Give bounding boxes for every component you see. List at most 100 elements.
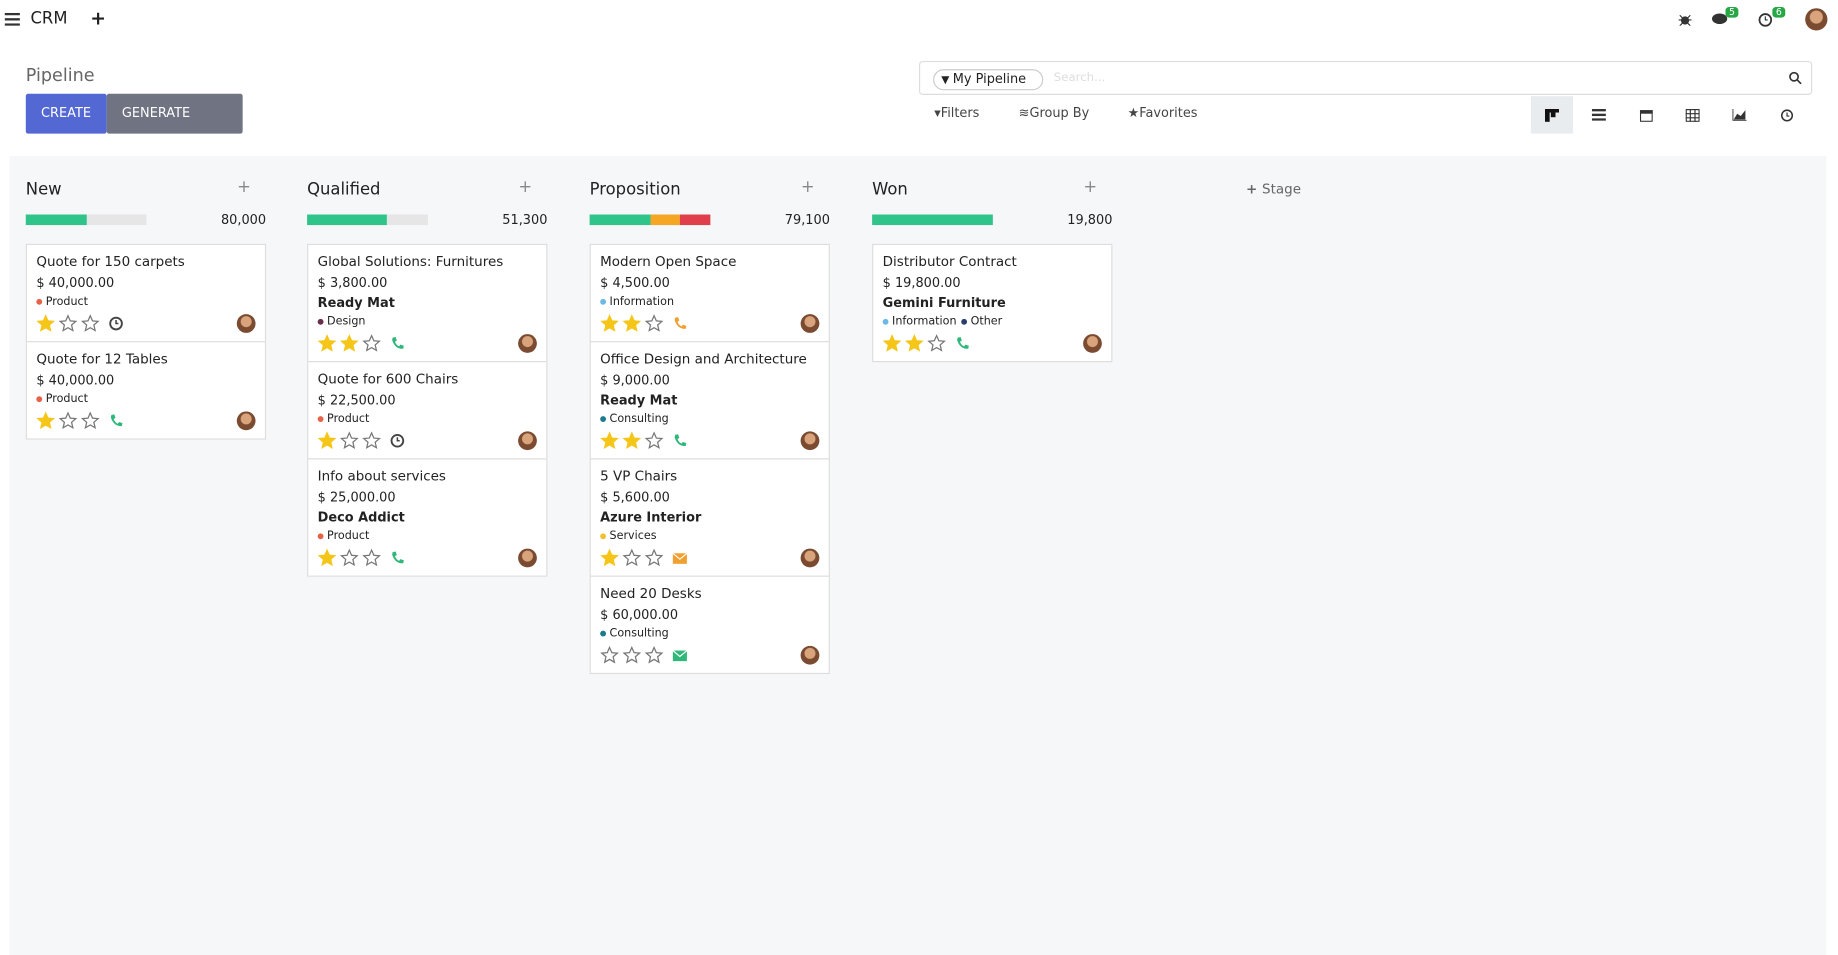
card-company: Azure Interior bbox=[600, 509, 702, 526]
priority-star[interactable] bbox=[362, 431, 381, 450]
star-shape bbox=[600, 548, 619, 567]
priority-star[interactable] bbox=[882, 334, 902, 353]
priority-star[interactable] bbox=[58, 314, 78, 333]
menu-icon[interactable] bbox=[4, 12, 20, 26]
facet[interactable]: ▼ My Pipeline bbox=[933, 69, 1044, 91]
card-list: Modern Open Space $ 4,500.00 Information Of… bbox=[589, 243, 830, 675]
card-amount: $ 25,000.00 bbox=[317, 489, 396, 506]
column-add[interactable]: + bbox=[1083, 178, 1098, 197]
lead-card[interactable]: Office Design and Architecture $ 9,000.00… bbox=[589, 341, 830, 460]
priority-star[interactable] bbox=[362, 334, 381, 353]
assignee-avatar[interactable] bbox=[800, 314, 820, 333]
phone-icon[interactable] bbox=[108, 413, 124, 429]
card-footer bbox=[600, 313, 819, 334]
lead-card[interactable]: Quote for 600 Chairs $ 22,500.00 Product bbox=[307, 361, 548, 460]
assignee-avatar[interactable] bbox=[800, 645, 820, 665]
priority-star[interactable] bbox=[644, 548, 664, 568]
priority-star[interactable] bbox=[622, 645, 642, 665]
priority-star[interactable] bbox=[600, 314, 619, 333]
filters-menu[interactable]: ▾Filters bbox=[934, 105, 980, 121]
priority-star[interactable] bbox=[600, 431, 619, 450]
generate-leads-button[interactable]: GENERATE LEADS bbox=[106, 93, 243, 161]
lead-card[interactable]: Global Solutions: Furnitures $ 3,800.00 Re… bbox=[307, 243, 548, 363]
chat-icon[interactable] bbox=[1711, 13, 1728, 26]
lead-card[interactable]: Quote for 12 Tables $ 40,000.00 Product bbox=[25, 341, 267, 440]
phone-icon[interactable] bbox=[389, 550, 405, 566]
new-button[interactable]: + bbox=[90, 7, 106, 30]
add-stage[interactable]: + Stage bbox=[1246, 180, 1301, 197]
priority-star[interactable] bbox=[317, 548, 337, 568]
lead-card[interactable]: Info about services $ 25,000.00 Deco Addic… bbox=[307, 458, 548, 577]
debug-icon[interactable] bbox=[1678, 13, 1692, 26]
priority-star[interactable] bbox=[80, 411, 100, 430]
activity-view[interactable] bbox=[1765, 96, 1807, 134]
assignee-avatar[interactable] bbox=[518, 431, 537, 451]
priority-star[interactable] bbox=[36, 411, 56, 430]
assignee-avatar[interactable] bbox=[1083, 334, 1102, 353]
priority-star[interactable] bbox=[80, 314, 100, 333]
priority-star[interactable] bbox=[644, 645, 664, 665]
star-shape bbox=[80, 411, 100, 430]
column-add[interactable]: + bbox=[800, 178, 815, 197]
priority-star[interactable] bbox=[644, 431, 664, 450]
star-shape bbox=[36, 314, 56, 332]
assignee-avatar[interactable] bbox=[518, 548, 537, 568]
assignee-avatar[interactable] bbox=[236, 411, 256, 431]
priority-star[interactable] bbox=[339, 431, 359, 450]
lead-card[interactable]: Distributor Contract $ 19,800.00 Gemini Fu… bbox=[872, 243, 1113, 363]
priority-star[interactable] bbox=[362, 548, 381, 568]
user-avatar[interactable] bbox=[1805, 8, 1828, 31]
email-flap bbox=[672, 552, 688, 560]
column-add[interactable]: + bbox=[518, 178, 533, 197]
priority-star[interactable] bbox=[339, 334, 359, 353]
app-name[interactable]: CRM bbox=[30, 9, 68, 29]
calendar-view[interactable] bbox=[1625, 96, 1667, 134]
priority-star[interactable] bbox=[317, 431, 337, 450]
assignee-avatar[interactable] bbox=[518, 334, 537, 353]
tag-dot bbox=[317, 532, 324, 539]
group-by-menu[interactable]: ≋Group By bbox=[1018, 105, 1090, 121]
assignee-avatar[interactable] bbox=[800, 431, 820, 451]
tag-label: Product bbox=[327, 529, 370, 543]
clock-icon[interactable] bbox=[389, 433, 405, 449]
phone-icon[interactable] bbox=[954, 335, 970, 351]
priority-star[interactable] bbox=[600, 645, 619, 665]
lead-card[interactable]: Quote for 150 carpets $ 40,000.00 Product bbox=[25, 243, 267, 343]
assignee-avatar[interactable] bbox=[236, 314, 256, 333]
priority-star[interactable] bbox=[927, 334, 946, 353]
tag-dot bbox=[36, 298, 43, 305]
priority-star[interactable] bbox=[622, 314, 642, 333]
kanban-view[interactable] bbox=[1530, 96, 1574, 134]
priority-star[interactable] bbox=[600, 548, 619, 568]
lead-card[interactable]: Need 20 Desks $ 60,000.00 Consulting bbox=[589, 575, 830, 675]
clock-icon[interactable] bbox=[108, 315, 124, 331]
lead-card[interactable]: Modern Open Space $ 4,500.00 Information bbox=[589, 243, 830, 343]
priority-star[interactable] bbox=[36, 314, 56, 333]
activity-icon[interactable] bbox=[1758, 13, 1773, 27]
tag-dot bbox=[600, 298, 607, 305]
priority-star[interactable] bbox=[317, 334, 337, 353]
priority-star[interactable] bbox=[339, 548, 359, 568]
priority-star[interactable] bbox=[622, 431, 642, 450]
priority bbox=[600, 548, 664, 568]
create-button[interactable]: CREATE bbox=[25, 93, 107, 134]
phone-icon[interactable] bbox=[672, 315, 688, 331]
assignee-avatar[interactable] bbox=[800, 548, 820, 568]
graph-view[interactable] bbox=[1718, 96, 1760, 134]
email-icon[interactable] bbox=[672, 550, 688, 566]
favorites-menu[interactable]: ★Favorites bbox=[1127, 105, 1198, 121]
card-amount: $ 3,800.00 bbox=[317, 275, 388, 291]
priority-star[interactable] bbox=[622, 548, 642, 568]
list-view[interactable] bbox=[1578, 96, 1620, 134]
email-icon[interactable] bbox=[672, 647, 688, 663]
phone-icon[interactable] bbox=[389, 335, 405, 351]
priority-star[interactable] bbox=[58, 411, 78, 430]
search-bar[interactable]: ▼ My Pipeline Search... bbox=[919, 60, 1813, 95]
lead-card[interactable]: 5 VP Chairs $ 5,600.00 Azure Interior Servi… bbox=[589, 458, 830, 577]
search-icon[interactable] bbox=[1789, 71, 1802, 85]
column-add[interactable]: + bbox=[237, 178, 251, 197]
priority-star[interactable] bbox=[644, 314, 664, 333]
phone-icon[interactable] bbox=[672, 433, 688, 449]
pivot-view[interactable] bbox=[1672, 96, 1714, 134]
priority-star[interactable] bbox=[904, 334, 924, 353]
